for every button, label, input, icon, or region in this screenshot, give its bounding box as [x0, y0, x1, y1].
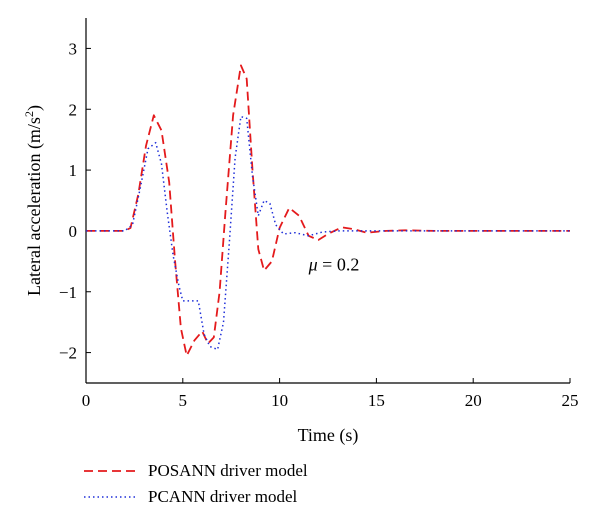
series-layer [86, 64, 570, 357]
y-axis-label-superscript: 2 [22, 111, 36, 117]
y-axis-label: Lateral acceleration (m/s2) [22, 105, 45, 296]
legend: POSANN driver model PCANN driver model [84, 458, 308, 510]
y-tick-label: 2 [69, 100, 78, 119]
series-line-pcann [86, 115, 570, 351]
y-tick-label: 1 [69, 161, 78, 180]
y-tick-label: 3 [69, 39, 78, 58]
legend-item-posann: POSANN driver model [84, 458, 308, 484]
legend-swatch-pcann [84, 496, 136, 498]
legend-item-pcann: PCANN driver model [84, 484, 308, 510]
legend-label-pcann: PCANN driver model [148, 487, 298, 506]
x-tick-label: 25 [562, 391, 579, 410]
mu-annotation: μ = 0.2 [308, 254, 360, 274]
y-tick-label: −1 [59, 283, 77, 302]
mu-symbol: μ [308, 254, 318, 274]
legend-label-posann: POSANN driver model [148, 461, 308, 480]
x-tick-label: 15 [368, 391, 385, 410]
mu-value: = 0.2 [318, 254, 360, 274]
chart: 0 5 10 15 20 25 −2 −1 0 1 2 3 Time (s) Lateral acce… [22, 18, 579, 446]
x-axis-label: Time (s) [298, 425, 359, 446]
x-tick-label: 5 [179, 391, 188, 410]
y-tick-label: 0 [69, 222, 78, 241]
ticks: 0 5 10 15 20 25 −2 −1 0 1 2 3 [59, 39, 579, 410]
axes [85, 18, 570, 384]
series-line-posann [86, 64, 570, 357]
y-tick-label: −2 [59, 344, 77, 363]
legend-swatch-posann [84, 470, 136, 472]
x-tick-label: 10 [271, 391, 288, 410]
y-axis-label-main: Lateral acceleration (m/s [24, 117, 45, 296]
x-tick-label: 20 [465, 391, 482, 410]
y-axis-label-close: ) [24, 105, 45, 111]
x-tick-label: 0 [82, 391, 91, 410]
